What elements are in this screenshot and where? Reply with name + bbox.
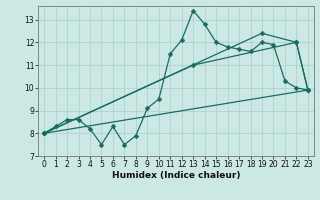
X-axis label: Humidex (Indice chaleur): Humidex (Indice chaleur): [112, 171, 240, 180]
